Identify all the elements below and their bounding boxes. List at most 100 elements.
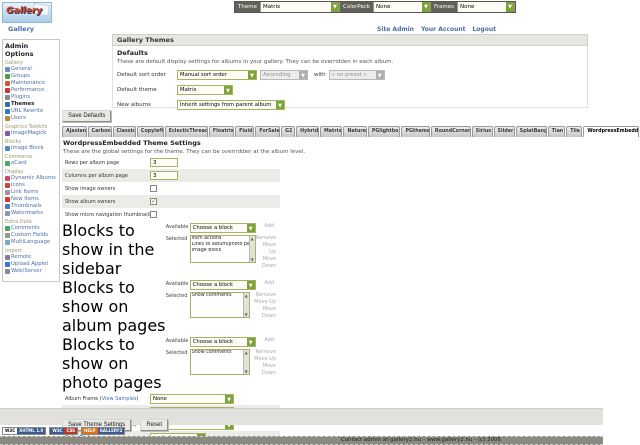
help-gallery-badge[interactable]: HELP GALLERY2	[81, 427, 126, 435]
css-badge[interactable]: W3C CSS	[49, 427, 79, 435]
tab-forsale[interactable]: ForSale	[255, 126, 281, 137]
chevron-down-icon[interactable]: ▼	[276, 100, 284, 109]
tab-fluid[interactable]: Fluid	[235, 126, 255, 137]
cols-per-page-input[interactable]	[150, 171, 178, 180]
theme-select[interactable]: Matrix ▼	[259, 2, 340, 12]
rows-per-page-input[interactable]	[150, 158, 178, 167]
chevron-down-icon[interactable]: ▼	[330, 2, 339, 12]
tab-ajaxian[interactable]: Ajaxian	[62, 126, 87, 137]
blocks-photo-available-select[interactable]: Choose a block ▼	[189, 337, 256, 347]
sidebar-item-thumbnails[interactable]: Thumbnails	[5, 203, 58, 210]
chevron-down-icon[interactable]: ▼	[248, 70, 256, 79]
scroll-up-icon[interactable]: ▲	[244, 350, 248, 355]
chevron-down-icon[interactable]: ▼	[506, 2, 515, 12]
tab-nature[interactable]: Nature	[343, 126, 367, 137]
sidebar-item-ecard[interactable]: eCard	[5, 160, 58, 167]
show-micro-nav-checkbox[interactable]	[150, 211, 157, 218]
add-link[interactable]: Add	[264, 280, 274, 286]
add-link[interactable]: Add	[264, 337, 274, 343]
new-albums-select[interactable]: Inherit settings from parent album ▼	[177, 99, 285, 110]
tab-tile[interactable]: Tile	[566, 126, 583, 137]
move-up-link[interactable]: Move Up	[262, 242, 276, 255]
move-down-link[interactable]: Move Down	[261, 256, 276, 269]
reset-button[interactable]: Reset	[140, 419, 169, 431]
add-link[interactable]: Add	[264, 223, 274, 229]
blocks-photo-selected-list[interactable]: Show comments ▲ ▼	[189, 349, 250, 375]
tab-floatrix[interactable]: Floatrix	[208, 126, 235, 137]
scroll-up-icon[interactable]: ▲	[250, 236, 254, 241]
remove-link[interactable]: Remove	[255, 349, 276, 355]
tab-classic[interactable]: Classic	[112, 126, 136, 137]
show-album-owners-checkbox[interactable]: ✓	[150, 198, 157, 205]
tab-splatbang[interactable]: SplatBang	[515, 126, 547, 137]
scroll-up-icon[interactable]: ▲	[244, 293, 248, 298]
sidebar-item-web-server[interactable]: Web/Server	[5, 268, 58, 275]
tab-slider[interactable]: Slider	[493, 126, 515, 137]
sidebar-item-users[interactable]: Users	[5, 115, 58, 122]
tab-siriux[interactable]: Siriux	[471, 126, 493, 137]
chevron-down-icon[interactable]: ▼	[246, 338, 255, 346]
your-account-link[interactable]: Your Account	[420, 26, 466, 33]
move-up-link[interactable]: Move Up	[254, 299, 276, 305]
site-admin-link[interactable]: Site Admin	[377, 26, 414, 33]
sidebar-item-new-items[interactable]: New Items	[5, 196, 58, 203]
list-item[interactable]: Show comments	[191, 293, 232, 298]
tab-pglightbox[interactable]: PGlightbox	[367, 126, 401, 137]
chevron-down-icon[interactable]: ▼	[246, 281, 255, 289]
sidebar-item-custom-fields[interactable]: Custom Fields	[5, 232, 58, 239]
sidebar-item-maintenance[interactable]: Maintenance	[5, 80, 58, 87]
scrollbar[interactable]: ▲ ▼	[242, 293, 249, 317]
tab-tian[interactable]: Tian	[547, 126, 566, 137]
frames-select[interactable]: None ▼	[457, 2, 516, 12]
sort-order-select[interactable]: Manual sort order ▼	[177, 69, 257, 80]
sidebar-item-dynamic-albums[interactable]: Dynamic Albums	[5, 175, 58, 182]
logout-link[interactable]: Logout	[472, 26, 496, 33]
default-theme-select[interactable]: Matrix ▼	[177, 84, 233, 95]
list-item[interactable]: Links to album/photo peers	[191, 242, 249, 247]
blocks-sidebar-selected-list[interactable]: Item actions Links to album/photo peers …	[189, 235, 256, 263]
list-item[interactable]: Image Block	[191, 248, 222, 253]
chevron-down-icon[interactable]: ▼	[225, 394, 233, 403]
save-defaults-button[interactable]: Save Defaults	[62, 110, 112, 122]
scroll-down-icon[interactable]: ▼	[250, 257, 254, 262]
sidebar-item-plugins[interactable]: Plugins	[5, 94, 58, 101]
sidebar-item-url-rewrite[interactable]: URL Rewrite	[5, 108, 58, 115]
chevron-down-icon[interactable]: ▼	[246, 224, 255, 232]
sidebar-item-watermarks[interactable]: Watermarks	[5, 210, 58, 217]
move-down-link[interactable]: Move Down	[261, 306, 276, 319]
move-up-link[interactable]: Move Up	[254, 356, 276, 362]
tab-pgtheme[interactable]: PGtheme	[401, 126, 430, 137]
move-down-link[interactable]: Move Down	[261, 363, 276, 376]
sidebar-item-imagemagick[interactable]: ImageMagick	[5, 130, 58, 137]
tab-carbon[interactable]: Carbon	[87, 126, 112, 137]
scrollbar[interactable]: ▲ ▼	[248, 236, 255, 262]
tab-g2[interactable]: G2	[281, 126, 296, 137]
sidebar-item-image-block[interactable]: Image Block	[5, 145, 58, 152]
remove-link[interactable]: Remove	[255, 235, 276, 241]
gallery-logo[interactable]: Gallery	[2, 2, 52, 23]
album-frame-select[interactable]: None ▼	[150, 393, 234, 404]
album-frame-samples-link[interactable]: View Samples	[101, 395, 137, 402]
list-item[interactable]: Item actions	[191, 236, 222, 241]
xhtml-badge[interactable]: W3C XHTML 1.0	[2, 427, 47, 435]
tab-eclecticthreads[interactable]: EclecticThreads	[164, 126, 208, 137]
breadcrumb[interactable]: Gallery	[8, 25, 35, 33]
scroll-down-icon[interactable]: ▼	[244, 369, 248, 374]
sidebar-item-general[interactable]: General	[5, 66, 58, 73]
blocks-album-available-select[interactable]: Choose a block ▼	[189, 280, 256, 290]
sidebar-item-comments[interactable]: Comments	[5, 225, 58, 232]
tab-wordpressembedded[interactable]: WordpressEmbedded	[583, 126, 639, 137]
sidebar-item-performance[interactable]: Performance	[5, 87, 58, 94]
blocks-album-selected-list[interactable]: Show comments ▲ ▼	[189, 292, 250, 318]
chevron-down-icon[interactable]: ▼	[422, 2, 430, 12]
colorpack-select[interactable]: None ▼	[373, 2, 431, 12]
tab-hybrid[interactable]: Hybrid	[296, 126, 320, 137]
sidebar-item-themes[interactable]: Themes	[5, 101, 58, 108]
tab-roundcorners[interactable]: RoundCorners	[430, 126, 471, 137]
remove-link[interactable]: Remove	[255, 292, 276, 298]
chevron-down-icon[interactable]: ▼	[224, 85, 232, 94]
sidebar-item-groups[interactable]: Groups	[5, 73, 58, 80]
list-item[interactable]: Show comments	[191, 350, 232, 355]
blocks-sidebar-available-select[interactable]: Choose a block ▼	[189, 223, 256, 233]
sidebar-item-link-items[interactable]: Link Items	[5, 189, 58, 196]
